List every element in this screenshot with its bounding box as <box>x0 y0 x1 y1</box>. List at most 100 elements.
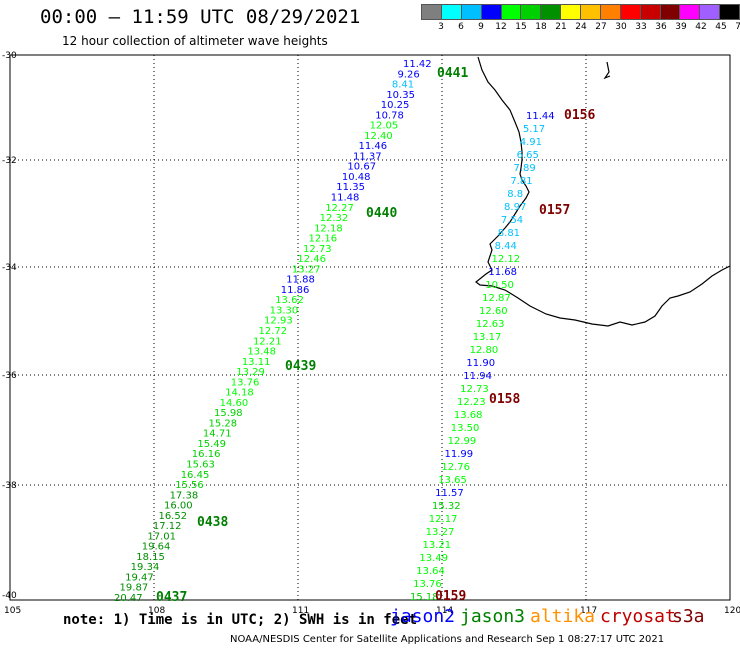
swh-value: 17.01 <box>147 531 176 542</box>
swh-value: 11.94 <box>463 371 492 382</box>
swh-value: 13.50 <box>451 423 480 434</box>
swh-value: 14.60 <box>220 398 249 409</box>
swh-value: 13.76 <box>413 579 442 590</box>
swh-value: 8.97 <box>504 202 526 213</box>
island-outline <box>603 61 611 80</box>
swh-value: 13.30 <box>270 305 299 316</box>
lon-tick-label: 108 <box>148 606 165 616</box>
grid-lines <box>10 55 730 600</box>
lat-tick-label: -38 <box>2 481 17 491</box>
axis-labels: 105 108 111 114 117 120 -30 -32 -34 -36 -38 -40 <box>2 51 740 616</box>
swh-value: 12.93 <box>264 316 293 327</box>
segment-time-label: 0156 <box>564 108 595 123</box>
swh-value: 12.21 <box>253 336 282 347</box>
swh-value: 8.44 <box>495 241 517 252</box>
mission-jason3: jason3 <box>460 606 526 627</box>
legend-label: 24 <box>575 22 587 32</box>
legend-label: 42 <box>695 22 707 32</box>
swh-value: 18.15 <box>136 552 165 563</box>
swh-value: 12.18 <box>314 223 343 234</box>
swh-value: 11.42 <box>403 59 432 70</box>
swh-value: 7.81 <box>510 176 532 187</box>
track-points: 20.4719.8719.4719.3418.1519.6417.0117.12… <box>114 59 555 604</box>
swh-value: 13.29 <box>236 367 265 378</box>
legend-swatch <box>580 4 601 20</box>
swh-value: 12.40 <box>364 131 393 142</box>
legend-label: 39 <box>675 22 687 32</box>
swh-value: 9.26 <box>397 69 419 80</box>
swh-value: 13.49 <box>419 553 448 564</box>
color-legend <box>421 4 740 20</box>
lat-tick-label: -40 <box>2 591 17 601</box>
mission-s3a: s3a <box>672 606 705 627</box>
swh-value: 12.05 <box>370 121 399 132</box>
legend-label: 21 <box>555 22 567 32</box>
legend-swatch <box>679 4 701 20</box>
lat-tick-label: -34 <box>2 263 17 273</box>
swh-value: 8.41 <box>392 80 414 91</box>
swh-value: 11.90 <box>466 358 495 369</box>
australia-coastline <box>475 56 731 327</box>
swh-value: 11.35 <box>336 182 365 193</box>
swh-value: 11.46 <box>359 141 388 152</box>
legend-label: 30 <box>615 22 627 32</box>
swh-value: 13.11 <box>242 357 271 368</box>
swh-value: 10.25 <box>381 100 410 111</box>
swh-value: 14.18 <box>225 388 254 399</box>
mission-cryosat: cryosat <box>600 606 676 627</box>
swh-value: 12.46 <box>297 254 326 265</box>
lat-tick-label: -32 <box>2 156 17 166</box>
legend-label: 27 <box>595 22 607 32</box>
swh-value: 12.72 <box>259 326 288 337</box>
swh-value: 13.17 <box>473 332 502 343</box>
swh-value: 15.49 <box>197 439 226 450</box>
swh-value: 13.76 <box>231 377 260 388</box>
swh-value: 12.27 <box>325 203 354 214</box>
segment-time-label: 0158 <box>489 392 520 407</box>
legend-label: 3 <box>438 22 444 32</box>
swh-value: 10.67 <box>347 162 376 173</box>
swh-value: 13.65 <box>438 475 467 486</box>
swh-value: 13.21 <box>423 540 452 551</box>
swh-value: 12.80 <box>470 345 499 356</box>
swh-value: 12.76 <box>441 462 470 473</box>
lon-tick-label: 111 <box>292 606 309 616</box>
credit-line: NOAA/NESDIS Center for Satellite Applica… <box>230 634 665 645</box>
swh-value: 15.98 <box>214 408 243 419</box>
swh-value: 10.50 <box>485 280 514 291</box>
legend-label: 12 <box>495 22 507 32</box>
swh-value: 16.00 <box>164 501 193 512</box>
swh-value: 11.68 <box>488 267 517 278</box>
swh-value: 15.63 <box>186 460 215 471</box>
segment-time-label: 0441 <box>437 66 468 81</box>
legend-swatch <box>480 4 502 20</box>
swh-value: 12.73 <box>460 384 489 395</box>
swh-value: 12.17 <box>429 514 458 525</box>
swh-value: 12.87 <box>482 293 511 304</box>
swh-value: 19.64 <box>142 542 171 553</box>
legend-swatch <box>699 4 721 20</box>
segment-time-label: 0157 <box>539 203 570 218</box>
legend-label: 9 <box>478 22 484 32</box>
swh-value: 12.16 <box>309 234 338 245</box>
segment-time-label: 0437 <box>156 590 187 605</box>
lat-tick-label: -36 <box>2 371 17 381</box>
lon-tick-label: 117 <box>580 606 597 616</box>
legend-swatch <box>560 4 581 20</box>
chart-subtitle: 12 hour collection of altimeter wave hei… <box>62 34 328 48</box>
lon-tick-label: 114 <box>436 606 453 616</box>
segment-time-label: 0440 <box>366 206 397 221</box>
swh-value: 7.89 <box>513 163 535 174</box>
swh-value: 13.48 <box>247 347 276 358</box>
swh-value: 13.68 <box>454 410 483 421</box>
segment-labels: 0437 0438 0439 0440 0441 0156 0157 0158 0159 <box>156 66 595 605</box>
legend-label: 45 <box>715 22 727 32</box>
lon-tick-label: 105 <box>4 606 21 616</box>
swh-value: 12.32 <box>320 213 349 224</box>
legend-label: 33 <box>635 22 647 32</box>
legend-labels: 36912151821242730333639424570(ft) <box>421 22 740 34</box>
swh-value: 15.32 <box>432 501 461 512</box>
swh-value: 19.47 <box>125 572 154 583</box>
swh-value: 16.52 <box>158 511 187 522</box>
legend-label: 6 <box>458 22 464 32</box>
